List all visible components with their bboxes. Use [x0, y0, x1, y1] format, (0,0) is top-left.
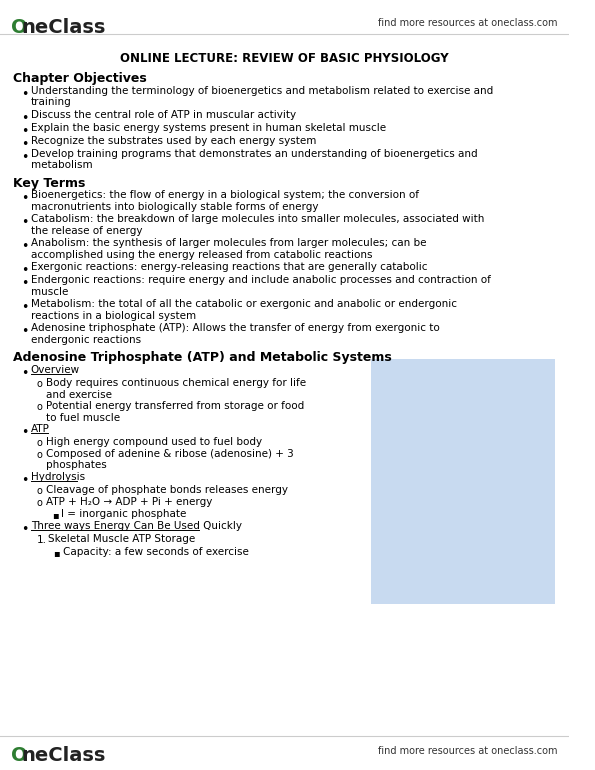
Text: High energy compound used to fuel body: High energy compound used to fuel body — [46, 437, 262, 447]
Text: o: o — [36, 438, 42, 448]
Text: o: o — [36, 402, 42, 412]
Text: o: o — [36, 486, 42, 496]
Text: •: • — [21, 88, 29, 101]
Text: Skeletal Muscle ATP Storage: Skeletal Muscle ATP Storage — [48, 534, 195, 544]
Text: o: o — [36, 497, 42, 507]
FancyBboxPatch shape — [371, 480, 555, 555]
Text: Exergonic reactions: energy-releasing reactions that are generally catabolic: Exergonic reactions: energy-releasing re… — [30, 263, 427, 273]
Text: ▪: ▪ — [54, 547, 60, 557]
Text: •: • — [21, 112, 29, 125]
Text: o: o — [36, 450, 42, 460]
Text: Endergonic reactions: require energy and include anabolic processes and contract: Endergonic reactions: require energy and… — [30, 275, 490, 297]
Text: O: O — [11, 746, 28, 765]
Text: •: • — [21, 523, 29, 536]
Text: Chapter Objectives: Chapter Objectives — [14, 72, 147, 85]
Text: Adenosine Triphosphate (ATP) and Metabolic Systems: Adenosine Triphosphate (ATP) and Metabol… — [14, 351, 392, 364]
Text: I = inorganic phosphate: I = inorganic phosphate — [61, 509, 187, 519]
Text: Recognize the substrates used by each energy system: Recognize the substrates used by each en… — [30, 136, 316, 146]
Text: •: • — [21, 277, 29, 290]
Text: Understanding the terminology of bioenergetics and metabolism related to exercis: Understanding the terminology of bioener… — [30, 85, 493, 107]
Text: 1.: 1. — [36, 534, 46, 544]
FancyBboxPatch shape — [371, 433, 555, 507]
Text: Capacity: a few seconds of exercise: Capacity: a few seconds of exercise — [63, 547, 249, 557]
Text: Cleavage of phosphate bonds releases energy: Cleavage of phosphate bonds releases ene… — [46, 484, 288, 494]
FancyBboxPatch shape — [371, 359, 555, 454]
Text: •: • — [21, 216, 29, 229]
Text: ▪: ▪ — [52, 510, 58, 520]
Text: Bioenergetics: the flow of energy in a biological system; the conversion of
macr: Bioenergetics: the flow of energy in a b… — [30, 190, 419, 212]
Text: Potential energy transferred from storage or food
to fuel muscle: Potential energy transferred from storag… — [46, 401, 304, 423]
Text: •: • — [21, 301, 29, 314]
Text: •: • — [21, 240, 29, 253]
Text: •: • — [21, 264, 29, 277]
Text: ATP: ATP — [30, 424, 49, 434]
Text: Key Terms: Key Terms — [14, 176, 86, 189]
Text: •: • — [21, 138, 29, 151]
Text: •: • — [21, 367, 29, 380]
Text: find more resources at oneclass.com: find more resources at oneclass.com — [378, 18, 558, 28]
Text: neClass: neClass — [21, 18, 105, 37]
Text: ONLINE LECTURE: REVIEW OF BASIC PHYSIOLOGY: ONLINE LECTURE: REVIEW OF BASIC PHYSIOLO… — [120, 52, 449, 65]
Text: Three ways Energy Can Be Used Quickly: Three ways Energy Can Be Used Quickly — [30, 521, 242, 531]
Text: •: • — [21, 325, 29, 338]
Text: Anabolism: the synthesis of larger molecules from larger molecules; can be
accom: Anabolism: the synthesis of larger molec… — [30, 239, 426, 260]
Text: Explain the basic energy systems present in human skeletal muscle: Explain the basic energy systems present… — [30, 122, 386, 132]
Text: Develop training programs that demonstrates an understanding of bioenergetics an: Develop training programs that demonstra… — [30, 149, 477, 170]
Text: Body requires continuous chemical energy for life
and exercise: Body requires continuous chemical energy… — [46, 378, 306, 400]
Text: Overview: Overview — [30, 365, 80, 375]
Text: Hydrolysis: Hydrolysis — [30, 472, 84, 482]
Text: o: o — [36, 379, 42, 389]
Text: Composed of adenine & ribose (adenosine) + 3
phosphates: Composed of adenine & ribose (adenosine)… — [46, 449, 294, 470]
Text: Adenosine triphosphate (ATP): Allows the transfer of energy from exergonic to
en: Adenosine triphosphate (ATP): Allows the… — [30, 323, 439, 345]
Text: neClass: neClass — [21, 746, 105, 765]
Text: •: • — [21, 192, 29, 206]
Text: •: • — [21, 426, 29, 439]
Text: Metabolism: the total of all the catabolic or exergonic and anabolic or endergon: Metabolism: the total of all the catabol… — [30, 300, 456, 321]
FancyBboxPatch shape — [371, 530, 555, 604]
Text: Catabolism: the breakdown of large molecules into smaller molecules, associated : Catabolism: the breakdown of large molec… — [30, 214, 484, 236]
Text: Discuss the central role of ATP in muscular activity: Discuss the central role of ATP in muscu… — [30, 109, 296, 119]
Text: •: • — [21, 125, 29, 138]
Text: find more resources at oneclass.com: find more resources at oneclass.com — [378, 746, 558, 756]
Text: ATP + H₂O → ADP + Pi + energy: ATP + H₂O → ADP + Pi + energy — [46, 497, 212, 507]
Text: •: • — [21, 474, 29, 487]
Text: O: O — [11, 18, 28, 37]
Text: •: • — [21, 151, 29, 163]
